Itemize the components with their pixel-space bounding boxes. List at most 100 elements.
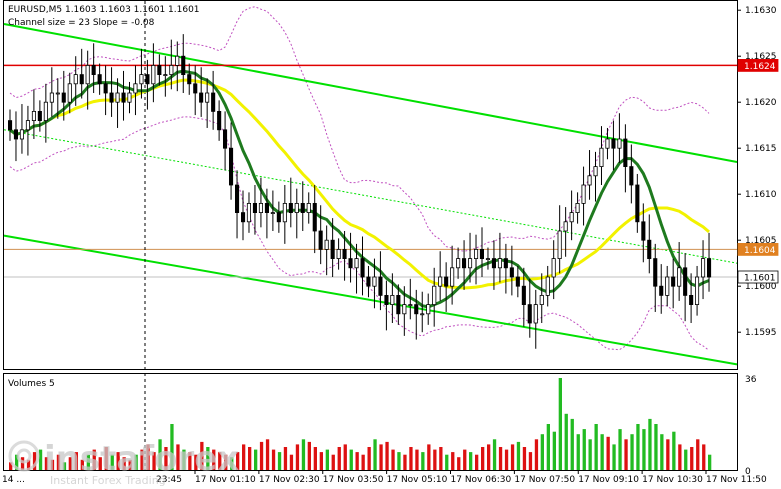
candle [312,185,317,254]
candle-body [384,294,389,305]
candle-body [599,147,604,167]
volume-bar [170,424,174,470]
candle-body [426,304,431,315]
candle [169,39,174,90]
candle-body [342,248,347,259]
volume-bar [510,444,515,470]
candle-body [157,65,162,76]
envelope-lines [9,6,710,351]
price-tag-box [737,270,779,284]
volume-bar [337,447,341,470]
x-tick-label: 17 Nov 09:10 [578,475,639,485]
candle [551,240,556,300]
candle [354,243,359,294]
candle [707,232,712,292]
candle [103,65,108,116]
candle-body [193,83,198,94]
candle-body [252,202,258,213]
volume-bar [708,454,712,470]
candle [617,113,622,163]
candle-body [336,248,341,259]
volume-bar [684,449,688,470]
volume-bar [648,418,652,470]
volume-bar [642,429,646,470]
candle [491,240,496,290]
candle-body [43,101,48,121]
candle-body [509,267,514,278]
volume-bar [630,434,634,470]
volume-bar [152,452,156,470]
candle [563,207,568,257]
candle [115,78,120,128]
volume-bar [475,454,479,470]
candle [701,240,706,300]
candle [420,291,425,333]
candle [193,65,198,116]
volume-bar [361,454,365,470]
slow-moving-average [9,78,710,290]
candle-body [503,258,508,269]
candle [396,284,401,325]
candle-body [151,65,156,85]
candle [461,240,467,290]
price-tag-box [737,59,779,72]
candle-body [270,212,275,215]
candle-body [13,129,19,140]
volume-bar [206,447,210,470]
candle [533,289,538,349]
candlestick-series [7,34,712,349]
candle [217,100,222,141]
volume-bar [188,452,192,470]
candle [79,48,84,99]
candle [599,126,604,185]
y-tick-label: 1.1600 [745,282,777,292]
candle [503,243,508,294]
volume-bar [457,457,461,470]
candle-body [563,221,568,232]
candle [438,251,443,301]
volume-bar [80,459,84,470]
candle [151,43,156,103]
volume-bar [319,452,323,470]
candle-body [79,74,84,85]
candle-body [479,248,484,259]
candle-body [665,276,670,296]
volume-bar [636,424,640,470]
candle-body [695,276,700,306]
volume-bar [140,449,144,470]
moving-averages [9,69,710,309]
candle-body [677,267,682,287]
candle-body [378,276,383,296]
candle [414,289,419,340]
candle-body [97,74,102,85]
candle [91,43,96,93]
candle-body [330,239,335,259]
volume-bar [313,447,317,470]
candle [545,265,550,307]
candle [19,104,24,154]
volume-bar [678,444,682,470]
volume-bar [26,459,31,470]
candle-body [396,294,401,315]
candle [372,258,377,309]
candle-body [85,65,90,85]
candle-body [199,92,204,103]
instaforex-watermark: instaforex Instant Forex Trading [8,439,239,487]
candle [282,185,287,244]
price-tag: 1.1601 [737,270,779,284]
candle-body [467,258,473,269]
volume-bar [265,439,270,470]
candle-body [402,304,407,315]
candle-body [181,55,186,76]
candle-body [19,129,24,140]
price-tag-label: 1.1624 [744,62,776,72]
volume-bar [289,454,294,470]
candle-body [312,202,317,232]
volume-bar [283,447,288,470]
candle-body [551,258,556,278]
candle [378,251,383,311]
volume-bar [122,457,126,470]
candle [300,181,305,231]
candle-body [473,248,479,259]
candle [456,247,461,279]
